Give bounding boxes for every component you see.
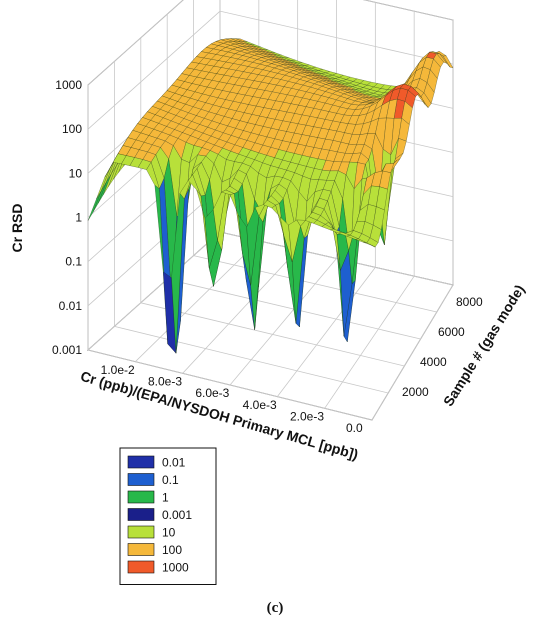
x-tick-label: 1.0e-2 bbox=[101, 363, 135, 377]
grid-line-x-floor bbox=[229, 258, 337, 386]
legend-swatch bbox=[127, 490, 155, 504]
grid-line-x-floor bbox=[371, 284, 454, 421]
x-tick-label: 2.0e-3 bbox=[290, 410, 324, 424]
x-tick-label: 6.0e-3 bbox=[195, 386, 229, 400]
z-tick-label: 100 bbox=[62, 122, 82, 136]
legend-swatch bbox=[127, 543, 155, 556]
legend-label: 1000 bbox=[162, 561, 189, 575]
legend-swatch bbox=[127, 525, 155, 539]
y-tick-label: 4000 bbox=[420, 355, 447, 369]
z-tick-label: 0.01 bbox=[59, 299, 83, 313]
grid-line-x-floor bbox=[87, 231, 221, 351]
y-tick-label: 8000 bbox=[456, 295, 483, 309]
surface-mesh bbox=[87, 38, 454, 354]
y-tick-label: 6000 bbox=[438, 325, 465, 339]
legend-swatch bbox=[127, 560, 155, 574]
grid-line-x-floor bbox=[182, 249, 298, 374]
grid-line-y-floor bbox=[87, 349, 373, 421]
grid-line-x-floor bbox=[277, 267, 376, 397]
grid-line-y-floor bbox=[140, 302, 405, 367]
z-tick-label: 1 bbox=[75, 211, 82, 225]
legend-label: 10 bbox=[162, 526, 176, 540]
z-axis-title: Cr RSD bbox=[9, 203, 25, 252]
y-axis-title: Sample # (gas mode) bbox=[440, 282, 528, 409]
grid-line-y-floor bbox=[114, 326, 389, 394]
legend-label: 1 bbox=[162, 491, 169, 505]
y-tick-label: 2000 bbox=[402, 385, 429, 399]
legend-label: 0.001 bbox=[162, 508, 192, 522]
grid-line-x-floor bbox=[135, 240, 260, 362]
grid-line-y-floor bbox=[193, 255, 437, 313]
legend-swatch bbox=[127, 455, 155, 469]
z-tick-label: 0.1 bbox=[65, 255, 82, 269]
grid-line-x-floor bbox=[324, 275, 415, 409]
legend-label: 0.01 bbox=[162, 456, 186, 470]
x-tick-label: 8.0e-3 bbox=[148, 375, 182, 389]
legend-label: 0.1 bbox=[162, 473, 179, 487]
surface-facet bbox=[363, 242, 376, 248]
z-tick-label: 0.001 bbox=[52, 343, 82, 357]
z-tick-label: 10 bbox=[69, 166, 83, 180]
legend-label: 100 bbox=[162, 543, 182, 557]
legend-swatch bbox=[127, 508, 155, 521]
x-tick-label: 0.0 bbox=[346, 421, 363, 435]
figure-caption: (c) bbox=[267, 600, 284, 616]
z-tick-label: 1000 bbox=[55, 78, 82, 92]
legend: 0.01 0.1 1 0.001 10 100 1000 bbox=[119, 447, 217, 585]
tick-labels: 0.001 0.01 0.1 1 10 100 1000 1.0e-2 8.0e-3 6.0e-3… bbox=[52, 78, 483, 435]
x-tick-label: 4.0e-3 bbox=[243, 398, 277, 412]
legend-swatch bbox=[127, 473, 155, 486]
